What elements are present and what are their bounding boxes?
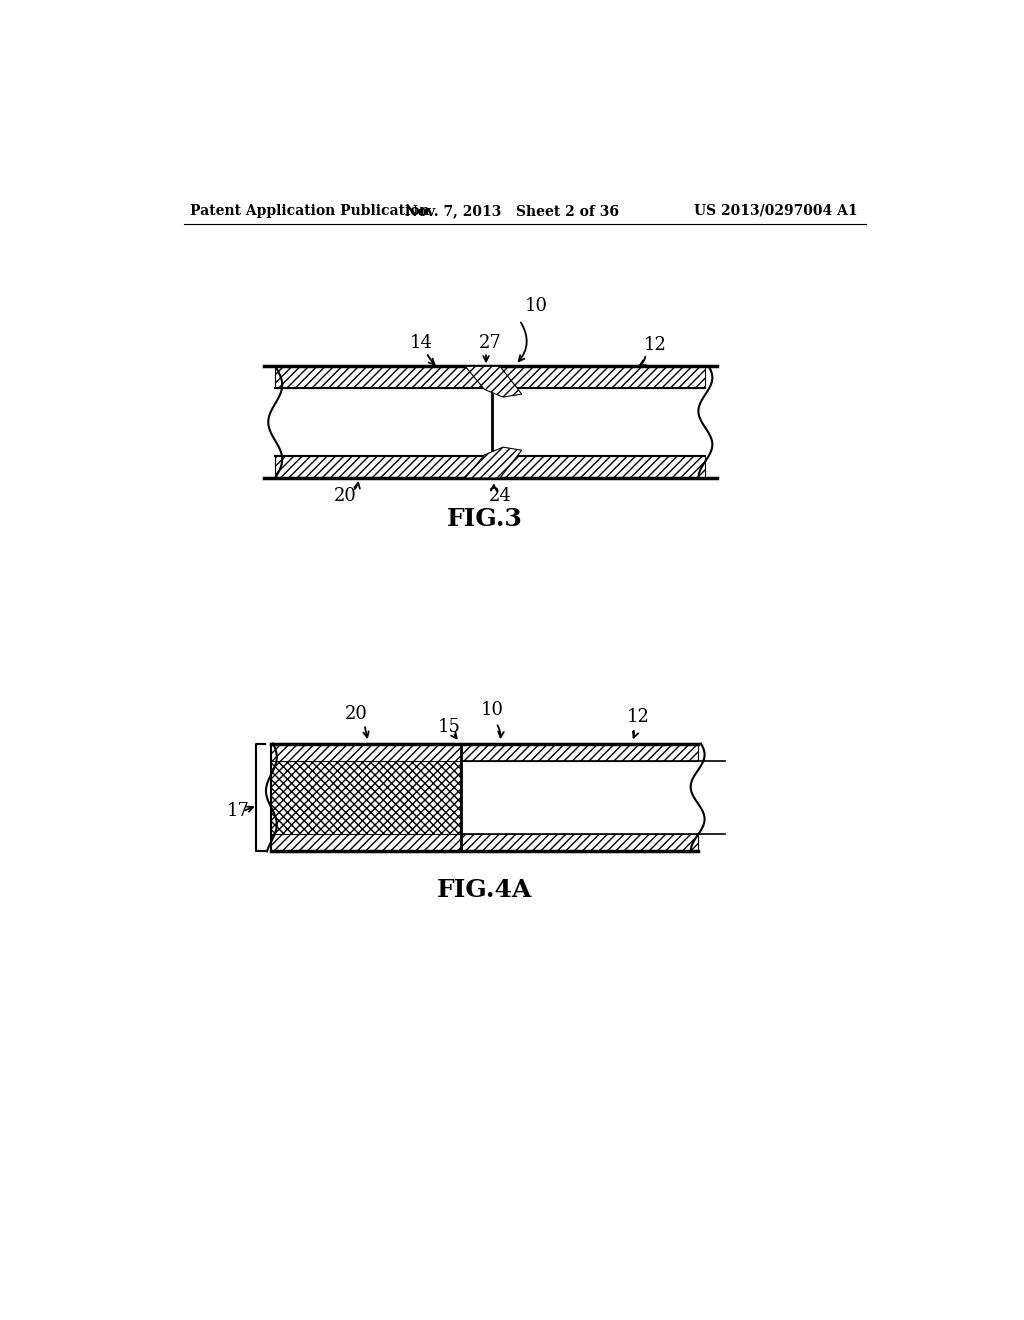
- Bar: [275, 388, 493, 457]
- Bar: [493, 367, 706, 478]
- Text: 14: 14: [410, 334, 432, 352]
- Text: 15: 15: [438, 718, 461, 735]
- Bar: [271, 743, 461, 760]
- Text: 20: 20: [334, 487, 356, 504]
- Bar: [271, 834, 461, 851]
- Text: 17: 17: [227, 803, 250, 820]
- Bar: [271, 743, 461, 851]
- Bar: [271, 743, 461, 851]
- Bar: [461, 743, 697, 851]
- Bar: [461, 760, 697, 834]
- Text: FIG.3: FIG.3: [446, 507, 522, 531]
- Text: 12: 12: [643, 335, 667, 354]
- Text: 10: 10: [524, 297, 548, 315]
- Bar: [263, 367, 493, 478]
- Bar: [275, 367, 493, 388]
- Text: FIG.4A: FIG.4A: [437, 878, 532, 902]
- Text: Nov. 7, 2013   Sheet 2 of 36: Nov. 7, 2013 Sheet 2 of 36: [406, 203, 620, 218]
- Text: 10: 10: [480, 701, 504, 719]
- Text: 27: 27: [479, 334, 502, 352]
- Bar: [493, 457, 706, 478]
- Text: US 2013/0297004 A1: US 2013/0297004 A1: [693, 203, 857, 218]
- Text: 12: 12: [627, 709, 649, 726]
- Text: 24: 24: [488, 487, 511, 504]
- Text: 20: 20: [345, 705, 368, 723]
- Bar: [461, 834, 697, 851]
- Bar: [493, 388, 706, 457]
- Polygon shape: [465, 367, 521, 397]
- Bar: [275, 457, 493, 478]
- Bar: [461, 743, 697, 760]
- Polygon shape: [465, 447, 521, 478]
- Bar: [493, 367, 706, 388]
- Text: Patent Application Publication: Patent Application Publication: [190, 203, 430, 218]
